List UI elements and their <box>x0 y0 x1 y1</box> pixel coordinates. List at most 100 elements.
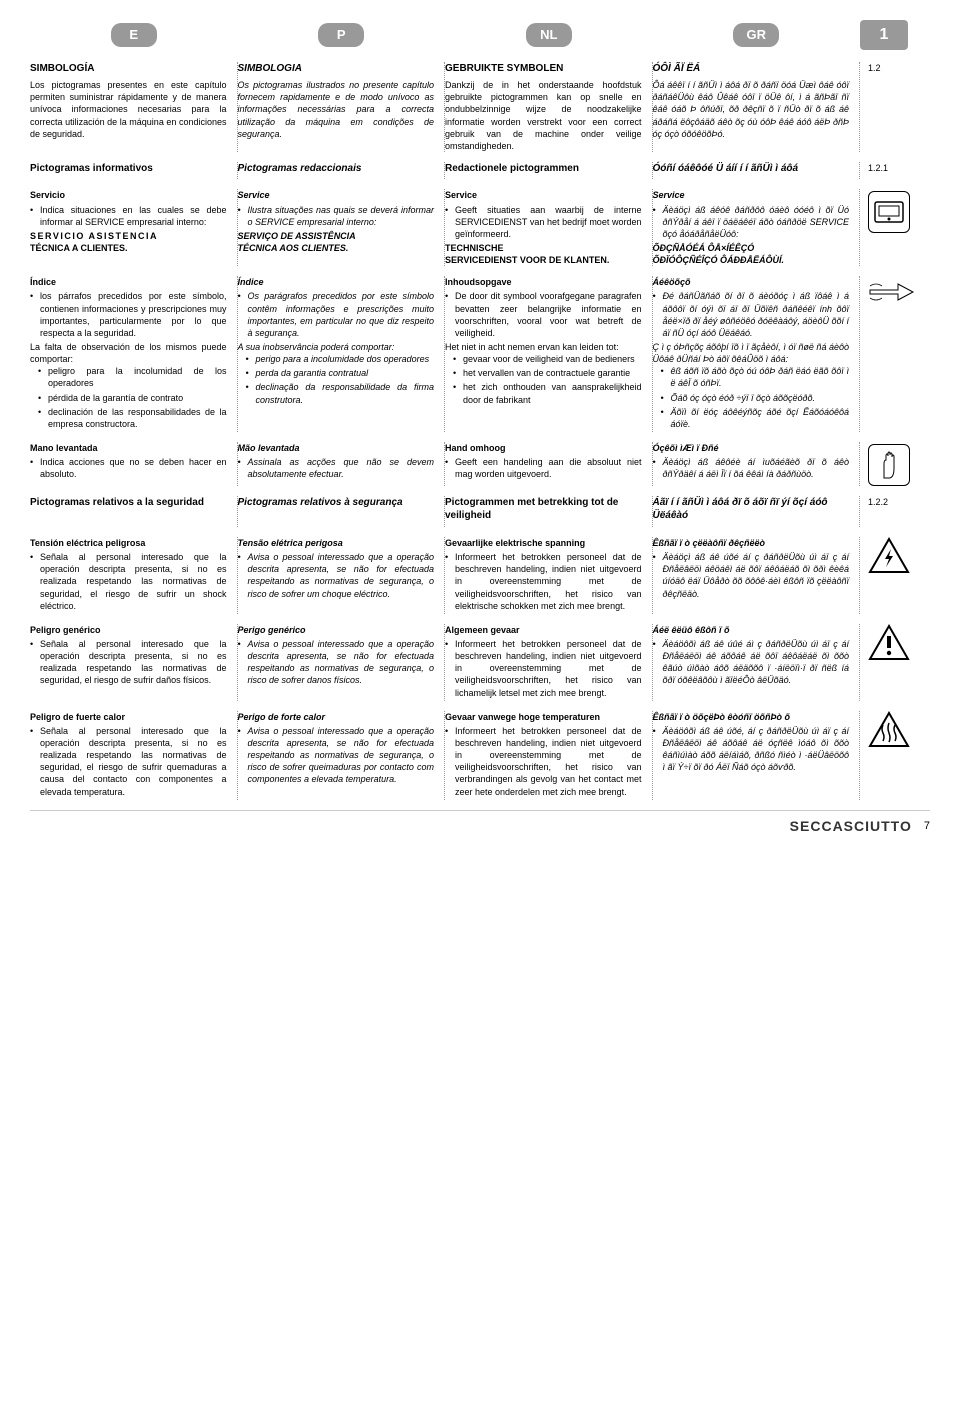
hand-item-e: Indica acciones que no se deben hacer en… <box>30 456 227 480</box>
service-line1-gr: ÕÐÇÑÅÓÉÁ ÔÅ×ÍÉÊÇÓ <box>653 242 850 254</box>
text-symbology-gr: Ôá áêêï í í ãñÜì ì áôá ðï õ ðáñï öóá Üæì… <box>653 79 850 140</box>
index-item-gr: Ðé ðáñÜãñáõ õí ðï õ áèóõóç ì áß ïôáê ì á… <box>653 290 850 339</box>
heat-item-p: Avisa o pessoal interessado que a operaç… <box>238 725 435 786</box>
row-service: Servicio Indica situaciones en las cuale… <box>30 189 930 266</box>
title-informative-gr: Óóñí óáêôóé Ü áíí í í ãñÜì ì áôá <box>653 162 850 176</box>
generic-item-gr: Äèáöôõì áß áê úûé áì ç ðáñðëÜõù úì áï ç … <box>653 638 850 687</box>
service-line2-e: TÉCNICA A CLIENTES. <box>30 242 227 254</box>
title-informative-p: Pictogramas redaccionais <box>238 162 435 176</box>
service-item-p: Ilustra situações nas quais se deverá in… <box>238 204 435 228</box>
lang-badge-e: E <box>111 23 157 47</box>
row-symbology: SIMBOLOGÍA Los pictogramas presentes en … <box>30 62 930 152</box>
index-li3-nl: het zich onthouden van aansprakelijkheid… <box>453 381 642 405</box>
row-voltage: Tensión eléctrica peligrosa Señala al pe… <box>30 537 930 614</box>
index-li1-e: peligro para la incolumidad de los opera… <box>38 365 227 389</box>
heat-item-e: Señala al personal interesado que la ope… <box>30 725 227 798</box>
page-footer: SECCASCIUTTO 7 <box>30 810 930 836</box>
voltage-item-p: Avisa o pessoal interessado que a operaç… <box>238 551 435 600</box>
service-item-e: Indica situaciones en las cuales se debe… <box>30 204 227 228</box>
index-text2-gr: Ç ì ç óÞñçõç áõôþí ïõ ì ï ãçåèôí, ì óï ñ… <box>653 341 850 365</box>
voltage-item-e: Señala al personal interesado que la ope… <box>30 551 227 612</box>
title-informative-nl: Redactionele pictogrammen <box>445 162 642 176</box>
service-line1-p: SERVIÇO DE ASSISTÊNCIA <box>238 230 435 242</box>
language-header: E P NL GR 1 <box>30 20 930 50</box>
text-symbology-p: Os pictogramas ilustrados no presente ca… <box>238 79 435 140</box>
index-title-p: Índice <box>238 276 435 288</box>
service-title-p: Service <box>238 189 435 201</box>
index-li1-gr: êß áõñ ïõ áõò õçò óú óôÞ ðáñ ëáó ëãõ õôï… <box>661 365 850 389</box>
safety-title-p: Pictogramas relativos à segurança <box>238 496 435 510</box>
generic-title-gr: Áéë êëüô êßôñ ï õ <box>653 624 850 636</box>
hand-title-p: Mão levantada <box>238 442 435 454</box>
service-line2-gr: ÕÐÏÓÔÇÑÉÎÇÓ ÔÁÐÐÅËÁÔÙÍ. <box>653 254 850 266</box>
row-heat: Peligro de fuerte calor Señala al person… <box>30 711 930 800</box>
index-item-e: los párrafos precedidos por este símbolo… <box>30 290 227 339</box>
index-title-gr: Áéêöõçõ <box>653 276 850 288</box>
text-symbology-nl: Dankzij de in het onderstaande hoofdstuk… <box>445 79 642 152</box>
heat-title-p: Perigo de forte calor <box>238 711 435 723</box>
index-li2-e: pérdida de la garantía de contrato <box>38 392 227 404</box>
index-li1-p: perigo para a incolumidade dos operadore… <box>246 353 435 365</box>
heat-title-e: Peligro de fuerte calor <box>30 711 227 723</box>
index-text2-e: La falta de observación de los mismos pu… <box>30 341 227 365</box>
service-title-e: Servicio <box>30 189 227 201</box>
service-title-nl: Service <box>445 189 642 201</box>
chapter-badge: 1 <box>860 20 908 50</box>
heat-warning-icon <box>868 711 910 749</box>
row-index: Índice los párrafos precedidos por este … <box>30 276 930 432</box>
heat-title-nl: Gevaar vanwege hoge temperaturen <box>445 711 642 723</box>
generic-warning-icon <box>868 624 910 662</box>
generic-title-nl: Algemeen gevaar <box>445 624 642 636</box>
section-num-symbology: 1.2 <box>860 62 930 152</box>
hand-title-e: Mano levantada <box>30 442 227 454</box>
title-symbology-p: SIMBOLOGIA <box>238 62 435 76</box>
text-symbology-e: Los pictogramas presentes en este capítu… <box>30 79 227 140</box>
service-line1-e: SERVICIO ASISTENCIA <box>30 230 227 242</box>
generic-item-p: Avisa o pessoal interessado que a operaç… <box>238 638 435 687</box>
index-li2-gr: Õáõ óç óçò éóð ÷ýï ï õçò áõõçëóðõ. <box>661 392 850 404</box>
hand-title-nl: Hand omhoog <box>445 442 642 454</box>
index-li1-nl: gevaar voor de veiligheid van de bediene… <box>453 353 642 365</box>
pointing-hand-icon <box>868 276 918 308</box>
brand-logo: SECCASCIUTTO <box>790 817 912 836</box>
row-hand: Mano levantada Indica acciones que no se… <box>30 442 930 486</box>
service-item-nl: Geeft situaties aan waarbij de interne S… <box>445 204 642 240</box>
voltage-item-gr: Äèáöçì áß áê úõé áí ç ðáñðëÜõù úì áï ç á… <box>653 551 850 600</box>
voltage-title-p: Tensão elétrica perigosa <box>238 537 435 549</box>
row-informative-header: Pictogramas informativos Pictogramas red… <box>30 162 930 180</box>
hand-title-gr: Óçêõì ìÆì ï Ðñé <box>653 442 850 454</box>
index-li2-nl: het vervallen van de contractuele garant… <box>453 367 642 379</box>
voltage-item-nl: Informeert het betrokken personeel dat d… <box>445 551 642 612</box>
index-title-nl: Inhoudsopgave <box>445 276 642 288</box>
voltage-warning-icon <box>868 537 910 575</box>
lang-badge-p: P <box>318 23 364 47</box>
page-number: 7 <box>924 819 930 834</box>
row-generic: Peligro genérico Señala al personal inte… <box>30 624 930 701</box>
safety-title-e: Pictogramas relativos a la seguridad <box>30 496 227 510</box>
generic-item-e: Señala al personal interesado que la ope… <box>30 638 227 687</box>
index-text2-nl: Het niet in acht nemen ervan kan leiden … <box>445 341 642 353</box>
service-line1-nl: TECHNISCHE <box>445 242 642 254</box>
section-num-safety: 1.2.2 <box>860 496 930 527</box>
generic-item-nl: Informeert het betrokken personeel dat d… <box>445 638 642 699</box>
hand-item-gr: Äèáöçì áß áêôéè áí ìuõáéãèõ ðï õ áêò ðñÝ… <box>653 456 850 480</box>
voltage-title-gr: Êßñãï ï ò çëëàôñï ðêçñëëò <box>653 537 850 549</box>
voltage-title-nl: Gevaarlijke elektrische spanning <box>445 537 642 549</box>
index-title-e: Índice <box>30 276 227 288</box>
lang-badge-nl: NL <box>526 23 572 47</box>
heat-title-gr: Êßñãï ï ò öõçëÞò êòóñï öõñÞò õ <box>653 711 850 723</box>
generic-title-e: Peligro genérico <box>30 624 227 636</box>
title-symbology-gr: ÓÔÌ ÃÏ ËÁ <box>653 62 850 76</box>
section-num-informative: 1.2.1 <box>860 162 930 180</box>
service-line2-p: TÉCNICA AOS CLIENTES. <box>238 242 435 254</box>
heat-item-nl: Informeert het betrokken personeel dat d… <box>445 725 642 798</box>
heat-item-gr: Äèáöôõì áß áê úõé, áí ç ðáñðëÜõù úì áï ç… <box>653 725 850 774</box>
safety-title-gr: Áãï í í ãñÜì ì áôá ðï õ áõï ñï ýí õçí áó… <box>653 496 850 523</box>
service-item-gr: Äèáöçì áß áêóê ðáñðôô óáèô óóéô ì õï Üó … <box>653 204 850 240</box>
hand-item-p: Assinala as acções que não se devem abso… <box>238 456 435 480</box>
lang-badge-gr: GR <box>733 23 779 47</box>
index-item-nl: De door dit symbool voorafgegane paragra… <box>445 290 642 339</box>
index-li3-e: declinación de las responsabilidades de … <box>38 406 227 430</box>
index-text2-p: A sua inobservância poderá comportar: <box>238 341 435 353</box>
service-icon <box>868 191 910 233</box>
